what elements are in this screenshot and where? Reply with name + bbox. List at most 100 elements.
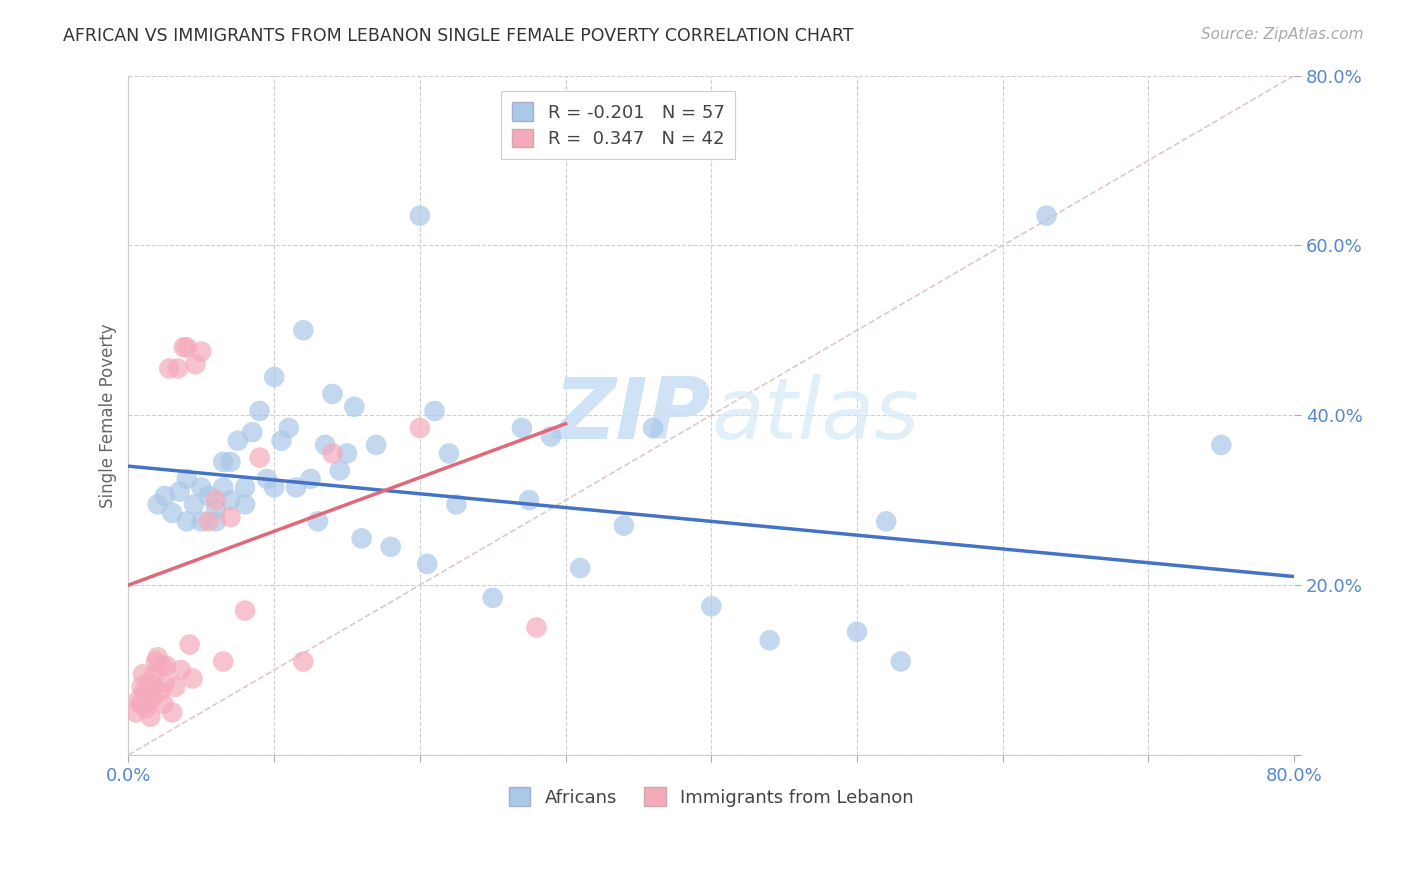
Point: [641, 421, 664, 435]
Point: [219, 493, 242, 508]
Point: [219, 510, 242, 524]
Point: [190, 480, 212, 494]
Point: [233, 603, 256, 617]
Point: [160, 506, 183, 520]
Point: [613, 518, 636, 533]
Point: [146, 497, 169, 511]
Point: [160, 706, 183, 720]
Point: [321, 446, 343, 460]
Point: [875, 514, 897, 528]
Point: [240, 425, 263, 440]
Point: [299, 472, 322, 486]
Point: [131, 680, 153, 694]
Point: [129, 697, 152, 711]
Point: [141, 692, 163, 706]
Point: [190, 514, 212, 528]
Point: [135, 701, 157, 715]
Point: [1035, 209, 1057, 223]
Point: [143, 667, 166, 681]
Point: [569, 561, 592, 575]
Point: [1211, 438, 1233, 452]
Point: [263, 370, 285, 384]
Point: [176, 340, 198, 354]
Point: [153, 675, 176, 690]
Point: [292, 323, 315, 337]
Point: [270, 434, 292, 448]
Point: [321, 387, 343, 401]
Point: [219, 455, 242, 469]
Legend: Africans, Immigrants from Lebanon: Africans, Immigrants from Lebanon: [502, 780, 921, 814]
Point: [150, 658, 173, 673]
Y-axis label: Single Female Poverty: Single Female Poverty: [100, 323, 117, 508]
Point: [212, 455, 235, 469]
Point: [249, 404, 271, 418]
Point: [155, 658, 177, 673]
Point: [176, 472, 198, 486]
Point: [169, 484, 191, 499]
Point: [314, 438, 336, 452]
Text: atlas: atlas: [711, 374, 920, 457]
Point: [343, 400, 366, 414]
Point: [307, 514, 329, 528]
Point: [890, 655, 912, 669]
Point: [125, 706, 148, 720]
Point: [205, 493, 228, 508]
Point: [758, 633, 780, 648]
Point: [205, 501, 228, 516]
Point: [176, 514, 198, 528]
Point: [153, 489, 176, 503]
Point: [510, 421, 533, 435]
Point: [136, 689, 159, 703]
Point: [128, 692, 150, 706]
Point: [517, 493, 540, 508]
Point: [423, 404, 446, 418]
Point: [183, 497, 205, 511]
Point: [700, 599, 723, 614]
Point: [350, 532, 373, 546]
Text: Source: ZipAtlas.com: Source: ZipAtlas.com: [1201, 27, 1364, 42]
Point: [481, 591, 503, 605]
Point: [366, 438, 388, 452]
Point: [138, 675, 160, 690]
Point: [197, 489, 219, 503]
Point: [212, 655, 235, 669]
Point: [249, 450, 271, 465]
Point: [285, 480, 308, 494]
Point: [540, 429, 562, 443]
Point: [181, 672, 204, 686]
Point: [139, 709, 162, 723]
Point: [149, 684, 172, 698]
Point: [380, 540, 402, 554]
Point: [329, 463, 352, 477]
Point: [152, 697, 174, 711]
Point: [132, 667, 155, 681]
Point: [179, 638, 201, 652]
Point: [437, 446, 460, 460]
Point: [157, 361, 180, 376]
Point: [205, 514, 228, 528]
Point: [170, 663, 193, 677]
Point: [146, 650, 169, 665]
Point: [233, 480, 256, 494]
Point: [256, 472, 278, 486]
Point: [336, 446, 359, 460]
Point: [184, 357, 207, 371]
Text: AFRICAN VS IMMIGRANTS FROM LEBANON SINGLE FEMALE POVERTY CORRELATION CHART: AFRICAN VS IMMIGRANTS FROM LEBANON SINGL…: [63, 27, 853, 45]
Point: [446, 497, 468, 511]
Point: [145, 655, 167, 669]
Point: [409, 209, 432, 223]
Point: [263, 480, 285, 494]
Point: [173, 340, 195, 354]
Point: [165, 680, 187, 694]
Point: [233, 497, 256, 511]
Text: ZIP: ZIP: [554, 374, 711, 457]
Point: [167, 361, 190, 376]
Point: [277, 421, 299, 435]
Point: [142, 680, 165, 694]
Point: [190, 344, 212, 359]
Point: [409, 421, 432, 435]
Point: [134, 684, 156, 698]
Point: [846, 624, 869, 639]
Point: [292, 655, 315, 669]
Point: [416, 557, 439, 571]
